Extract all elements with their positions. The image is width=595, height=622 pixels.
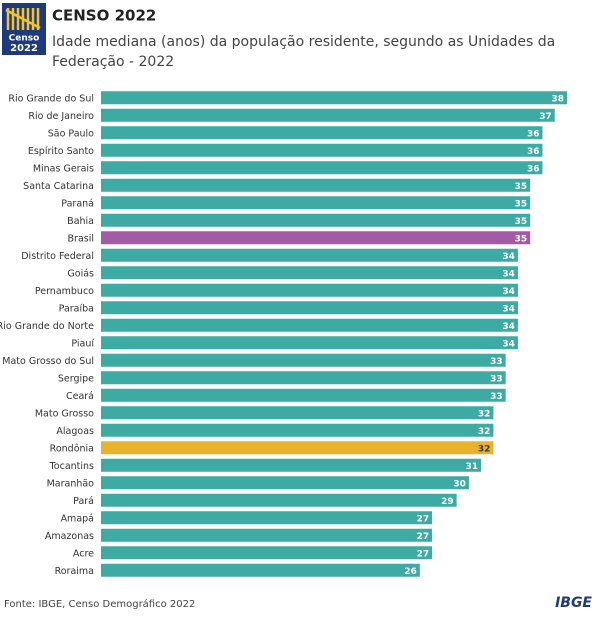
y-tick-label: Santa Catarina (23, 181, 94, 192)
value-label: 38 (551, 94, 564, 104)
bar (101, 336, 518, 350)
value-label: 33 (490, 374, 503, 384)
y-tick-label: São Paulo (48, 128, 94, 139)
bar (101, 406, 494, 420)
chart-subtitle: Idade mediana (anos) da população reside… (52, 34, 555, 50)
value-label: 26 (404, 567, 417, 577)
y-tick-label: Rio de Janeiro (28, 111, 94, 122)
bar (101, 441, 494, 455)
chart-title: CENSO 2022 (52, 7, 156, 25)
value-label: 36 (527, 147, 540, 157)
bar (101, 458, 482, 472)
value-label: 35 (515, 199, 528, 209)
y-tick-label: Mato Grosso (35, 408, 94, 419)
y-tick-label: Brasil (68, 233, 94, 244)
bar (101, 371, 506, 385)
value-label: 34 (502, 322, 515, 332)
bar (101, 231, 531, 245)
source: Fonte: IBGE, Censo Demográfico 2022 (4, 598, 195, 610)
y-tick-label: Goiás (67, 268, 94, 279)
value-label: 32 (478, 444, 491, 454)
y-tick-label: Minas Gerais (33, 163, 94, 174)
value-label: 36 (527, 164, 540, 174)
value-label: 30 (453, 479, 466, 489)
value-label: 35 (515, 217, 528, 227)
y-tick-label: Roraima (55, 566, 94, 577)
value-label: 34 (502, 269, 515, 279)
logo-text: 2022 (10, 43, 38, 54)
bar (101, 563, 420, 577)
y-tick-label: Alagoas (56, 426, 94, 437)
value-label: 29 (441, 497, 454, 507)
value-label: 35 (515, 234, 528, 244)
value-label: 27 (417, 532, 430, 542)
chart-subtitle: Federação - 2022 (52, 54, 174, 70)
y-tick-label: Pará (73, 496, 94, 507)
y-tick-label: Paraná (61, 198, 94, 209)
y-tick-label: Mato Grosso do Sul (2, 356, 94, 367)
bar (101, 423, 494, 437)
value-label: 27 (417, 549, 430, 559)
value-label: 34 (502, 339, 515, 349)
y-tick-label: Acre (73, 548, 94, 559)
y-tick-label: Distrito Federal (21, 251, 94, 262)
value-label: 34 (502, 304, 515, 314)
bar (101, 108, 555, 122)
bar (101, 213, 531, 227)
bar (101, 126, 543, 140)
bar (101, 161, 543, 175)
bar (101, 546, 433, 560)
y-tick-label: Paraíba (59, 303, 94, 314)
bar (101, 248, 518, 262)
y-tick-label: Amapá (61, 513, 94, 524)
value-label: 33 (490, 357, 503, 367)
bar (101, 318, 518, 332)
y-tick-label: Rio Grande do Norte (0, 321, 94, 332)
y-tick-label: Bahia (67, 216, 94, 227)
value-label: 37 (539, 112, 552, 122)
logo-marks (5, 8, 41, 30)
value-label: 36 (527, 129, 540, 139)
bar (101, 91, 567, 105)
bar (101, 528, 433, 542)
value-label: 34 (502, 287, 515, 297)
bar (101, 388, 506, 402)
bar (101, 266, 518, 280)
bar (101, 511, 433, 525)
censo-logo: Censo 2022 (2, 3, 46, 55)
value-label: 35 (515, 182, 528, 192)
y-tick-label: Sergipe (58, 373, 94, 384)
bar (101, 301, 518, 315)
y-tick-label: Piauí (71, 338, 94, 349)
bar (101, 476, 469, 490)
value-label: 32 (478, 427, 491, 437)
y-tick-label: Maranhão (47, 478, 95, 489)
logo-text: Censo (9, 34, 40, 44)
bar (101, 196, 531, 210)
y-tick-label: Espírito Santo (28, 146, 94, 157)
bar (101, 283, 518, 297)
y-tick-label: Pernambuco (35, 286, 94, 297)
y-tick-label: Rondônia (50, 443, 94, 454)
value-label: 31 (466, 462, 479, 472)
y-tick-label: Amazonas (45, 531, 94, 542)
y-tick-label: Tocantins (49, 461, 94, 472)
value-label: 27 (417, 514, 430, 524)
value-label: 32 (478, 409, 491, 419)
y-tick-label: Ceará (66, 391, 94, 402)
bar (101, 353, 506, 367)
bar (101, 143, 543, 157)
y-tick-label: Rio Grande do Sul (8, 93, 94, 104)
bar (101, 178, 531, 192)
value-label: 33 (490, 392, 503, 402)
bar (101, 493, 457, 507)
brand: IBGE (555, 595, 592, 611)
value-label: 34 (502, 252, 515, 262)
